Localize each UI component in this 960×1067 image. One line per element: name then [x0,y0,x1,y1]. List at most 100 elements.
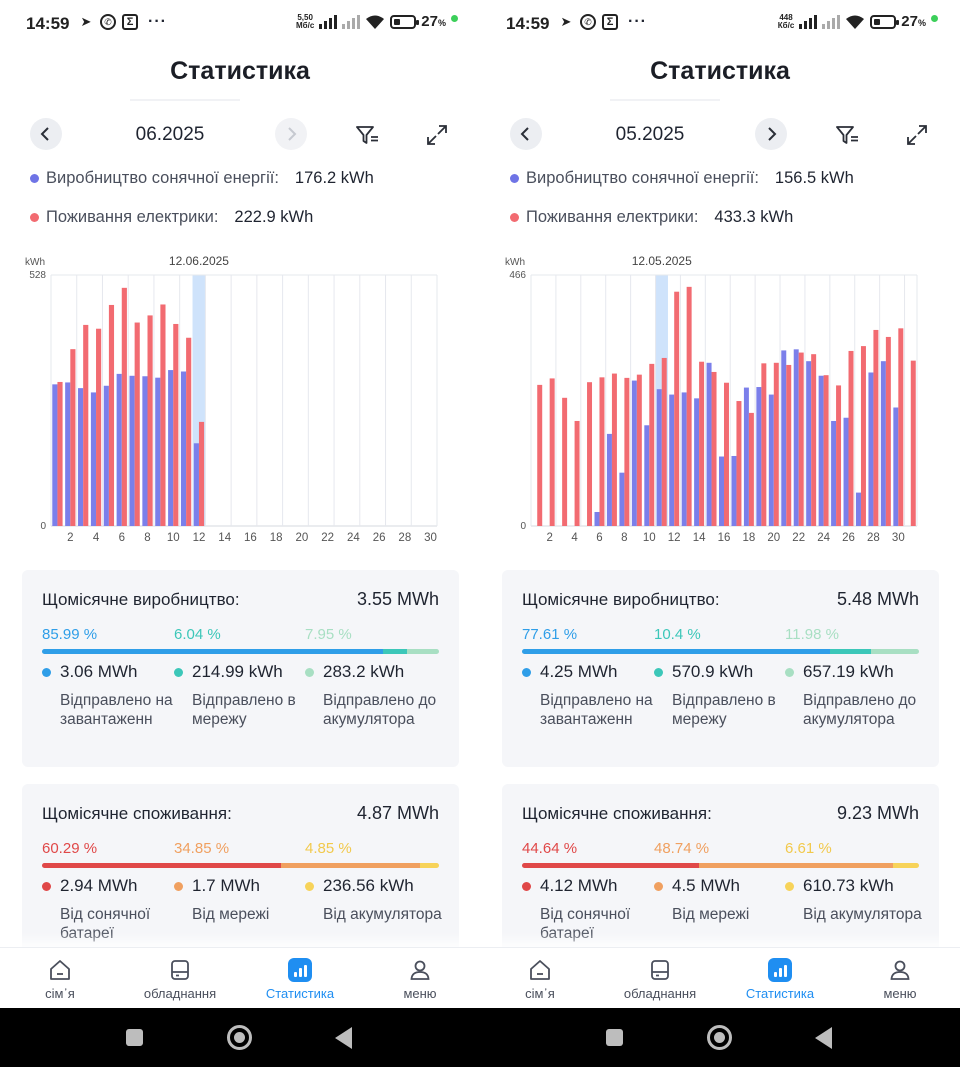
consumption-bar[interactable] [848,350,854,526]
consumption-bar[interactable] [624,377,630,526]
consumption-bar[interactable] [836,385,842,526]
consumption-bar[interactable] [711,371,717,526]
consumption-bar[interactable] [674,291,680,526]
consumption-bar[interactable] [574,420,580,526]
consumption-bar[interactable] [198,421,205,526]
consumption-bar[interactable] [885,336,891,526]
consumption-bar[interactable] [537,384,543,526]
production-bar[interactable] [142,376,148,526]
consumption-bar[interactable] [549,378,555,526]
consumption-bar[interactable] [736,401,742,526]
consumption-bar[interactable] [661,357,667,526]
filter-icon[interactable] [834,122,860,148]
production-bar[interactable] [893,407,899,526]
consumption-bar[interactable] [699,361,705,526]
consumption-bar[interactable] [611,373,617,526]
consumption-bar[interactable] [173,323,179,526]
recents-button[interactable] [606,1029,623,1046]
production-bar[interactable] [793,349,799,526]
consumption-bar[interactable] [748,412,754,526]
production-bar[interactable] [669,394,675,526]
prev-month-button[interactable] [510,118,542,150]
production-bar[interactable] [880,361,886,526]
consumption-bar[interactable] [108,304,115,526]
consumption-bar[interactable] [83,324,89,526]
recents-button[interactable] [126,1029,143,1046]
production-bar[interactable] [90,392,97,526]
consumption-bar[interactable] [96,328,102,526]
consumption-bar[interactable] [599,377,605,526]
consumption-bar[interactable] [786,364,792,526]
consumption-bar[interactable] [860,346,866,526]
selected-month[interactable]: 06.2025 [135,124,205,145]
home-button[interactable] [227,1025,252,1050]
production-bar[interactable] [52,384,58,526]
production-bar[interactable] [694,398,700,526]
consumption-bar[interactable] [898,328,904,526]
next-month-button[interactable] [275,118,307,150]
production-bar[interactable] [855,492,861,526]
nav-statistics[interactable]: Статистика [720,958,840,1001]
consumption-bar[interactable] [587,382,593,526]
production-bar[interactable] [731,455,737,526]
production-bar[interactable] [818,375,824,526]
production-bar[interactable] [706,362,712,526]
production-bar[interactable] [619,472,625,526]
production-bar[interactable] [155,377,161,526]
consumption-bar[interactable] [649,363,655,526]
production-bar[interactable] [768,394,774,526]
production-bar[interactable] [644,425,650,526]
consumption-bar[interactable] [57,381,63,526]
production-bar[interactable] [656,389,662,526]
production-bar[interactable] [719,456,724,526]
production-bar[interactable] [631,380,637,526]
production-bar[interactable] [594,511,600,526]
consumption-bar[interactable] [134,322,140,526]
production-bar[interactable] [168,370,174,526]
consumption-bar[interactable] [562,397,568,526]
production-bar[interactable] [193,443,199,526]
production-bar[interactable] [129,375,135,526]
expand-icon[interactable] [424,122,450,148]
nav-family[interactable]: сім᾽я [480,958,600,1001]
nav-equipment[interactable]: обладнання [600,958,720,1001]
production-bar[interactable] [681,392,687,526]
consumption-bar[interactable] [761,363,767,526]
nav-menu[interactable]: меню [360,958,480,1001]
prev-month-button[interactable] [30,118,62,150]
production-bar[interactable] [843,417,849,526]
production-bar[interactable] [65,382,71,526]
production-bar[interactable] [606,433,612,526]
nav-equipment[interactable]: обладнання [120,958,240,1001]
consumption-bar[interactable] [186,337,192,526]
production-bar[interactable] [116,373,122,526]
consumption-bar[interactable] [121,287,127,526]
consumption-bar[interactable] [798,352,804,526]
nav-statistics[interactable]: Статистика [240,958,360,1001]
production-bar[interactable] [180,371,187,526]
nav-menu[interactable]: меню [840,958,960,1001]
production-bar[interactable] [103,385,109,526]
nav-family[interactable]: сім᾽я [0,958,120,1001]
production-bar[interactable] [831,420,837,526]
consumption-bar[interactable] [724,382,729,526]
back-button[interactable] [815,1027,832,1049]
home-button[interactable] [707,1025,732,1050]
consumption-bar[interactable] [811,354,817,526]
consumption-bar[interactable] [686,286,692,526]
consumption-bar[interactable] [910,360,916,526]
consumption-bar[interactable] [70,349,76,526]
consumption-bar[interactable] [636,374,642,526]
production-bar[interactable] [756,387,762,526]
consumption-bar[interactable] [160,304,166,526]
production-bar[interactable] [781,350,787,526]
production-bar[interactable] [78,388,84,526]
production-bar[interactable] [806,361,812,526]
consumption-bar[interactable] [823,375,829,526]
back-button[interactable] [335,1027,352,1049]
production-bar[interactable] [743,387,749,526]
consumption-bar[interactable] [773,362,779,526]
expand-icon[interactable] [904,122,930,148]
